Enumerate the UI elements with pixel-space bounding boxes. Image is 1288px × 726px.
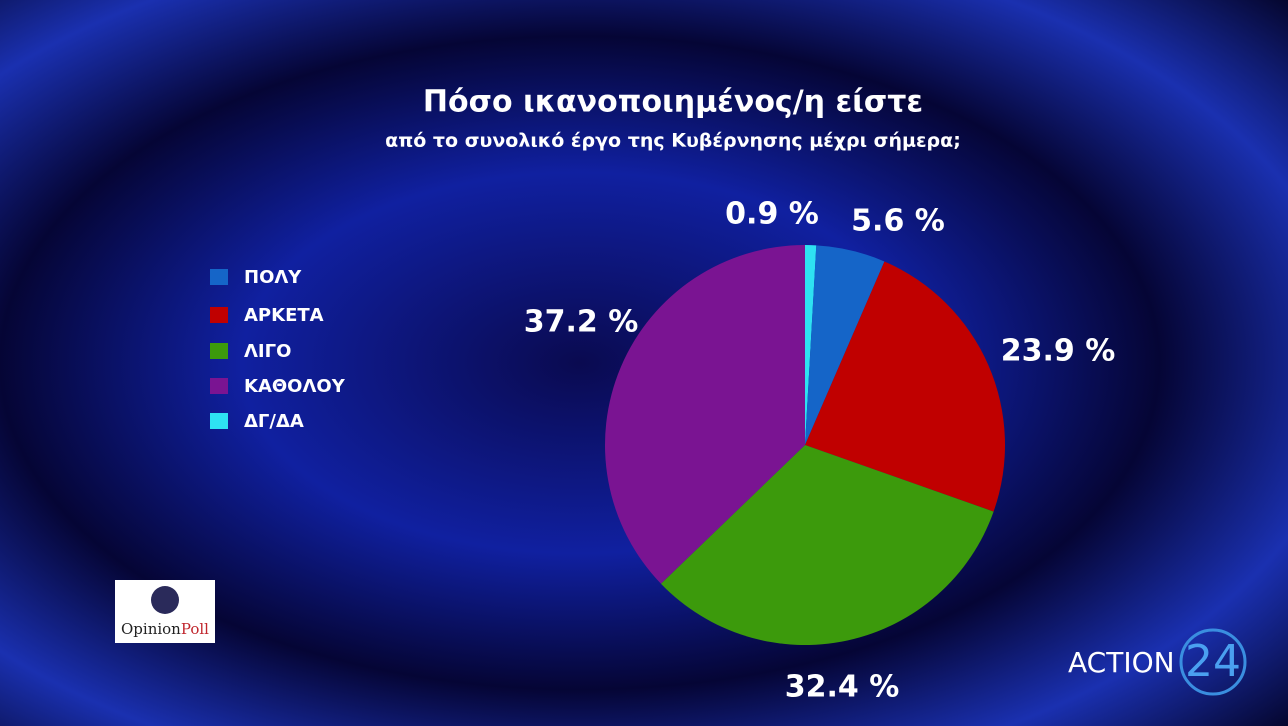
chart-subtitle: από το συνολικό έργο της Κυβέρνησης μέχρ… — [385, 130, 961, 152]
data-label: 0.9 % — [725, 197, 819, 232]
chart-title: Πόσο ικανοποιημένος/η είστε — [423, 85, 923, 120]
pie-slice — [605, 245, 805, 584]
channel-ring — [1179, 628, 1247, 696]
channel-logo: ACTION 24 — [1068, 628, 1247, 696]
pie-slice — [805, 261, 1006, 512]
channel-number: 24 — [1185, 636, 1241, 687]
legend-label: ΔΓ/ΔΑ — [244, 411, 304, 432]
pollster-logo: OpinionPoll — [115, 580, 215, 643]
channel-name: ACTION — [1068, 646, 1175, 679]
legend-swatch — [210, 413, 228, 429]
legend-swatch — [210, 307, 228, 323]
legend-swatch — [210, 343, 228, 359]
data-label: 5.6 % — [851, 204, 945, 239]
data-label: 23.9 % — [1001, 334, 1116, 369]
legend-label: ΑΡΚΕΤΑ — [244, 305, 324, 326]
legend-swatch — [210, 269, 228, 285]
data-label: 32.4 % — [785, 670, 900, 705]
pie-slice — [805, 245, 885, 445]
pie-slice — [660, 445, 994, 645]
logo-part: Poll — [181, 620, 209, 638]
legend-label: ΠΟΛΥ — [244, 267, 302, 288]
logo-circle — [151, 586, 179, 614]
data-label: 37.2 % — [524, 305, 639, 340]
pie-slice — [805, 245, 817, 445]
logo-part: Opinion — [121, 620, 181, 638]
logo-text: OpinionPoll — [121, 620, 209, 638]
legend-label: ΚΑΘΟΛΟΥ — [244, 376, 346, 397]
legend-label: ΛΙΓΟ — [244, 341, 291, 362]
legend-swatch — [210, 378, 228, 394]
